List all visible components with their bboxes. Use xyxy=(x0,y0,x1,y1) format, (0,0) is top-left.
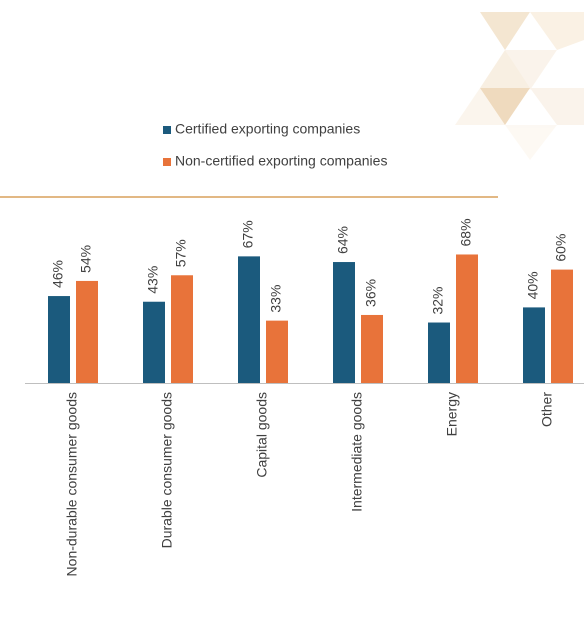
x-tick-label: Energy xyxy=(444,392,460,436)
data-label: 40% xyxy=(525,271,541,299)
bar xyxy=(523,307,545,383)
legend-label: Non-certified exporting companies xyxy=(175,153,387,169)
bar xyxy=(266,320,288,383)
x-tick-label: Other xyxy=(539,392,555,427)
bar xyxy=(551,269,573,383)
data-label: 36% xyxy=(363,279,379,307)
triangle xyxy=(530,12,584,50)
triangle xyxy=(480,50,530,88)
bar xyxy=(333,262,355,383)
triangle xyxy=(530,88,584,125)
x-tick-label: Non-durable consumer goods xyxy=(64,392,80,576)
legend-swatch xyxy=(163,126,171,134)
bar xyxy=(48,296,70,383)
bar xyxy=(143,301,165,383)
data-label: 60% xyxy=(553,234,569,262)
triangle xyxy=(455,88,505,125)
triangle xyxy=(505,125,557,160)
data-label: 46% xyxy=(50,260,66,288)
data-label: 43% xyxy=(145,266,161,294)
decoration xyxy=(455,12,584,160)
x-tick-label: Durable consumer goods xyxy=(159,392,175,548)
data-label: 57% xyxy=(173,239,189,267)
data-label: 32% xyxy=(430,286,446,314)
data-label: 67% xyxy=(240,220,256,248)
triangle xyxy=(480,12,530,50)
triangle xyxy=(480,88,530,125)
data-label: 68% xyxy=(458,218,474,246)
bar xyxy=(428,322,450,383)
data-label: 33% xyxy=(268,285,284,313)
data-label: 64% xyxy=(335,226,351,254)
bar xyxy=(238,256,260,383)
data-label: 54% xyxy=(78,245,94,273)
x-tick-label: Capital goods xyxy=(254,392,270,478)
x-tick-label: Intermediate goods xyxy=(349,392,365,512)
legend-swatch xyxy=(163,158,171,166)
bar xyxy=(171,275,193,383)
triangle xyxy=(505,50,557,90)
bar xyxy=(456,254,478,383)
bar xyxy=(76,280,98,383)
legend-label: Certified exporting companies xyxy=(175,121,360,137)
bar xyxy=(361,314,383,383)
